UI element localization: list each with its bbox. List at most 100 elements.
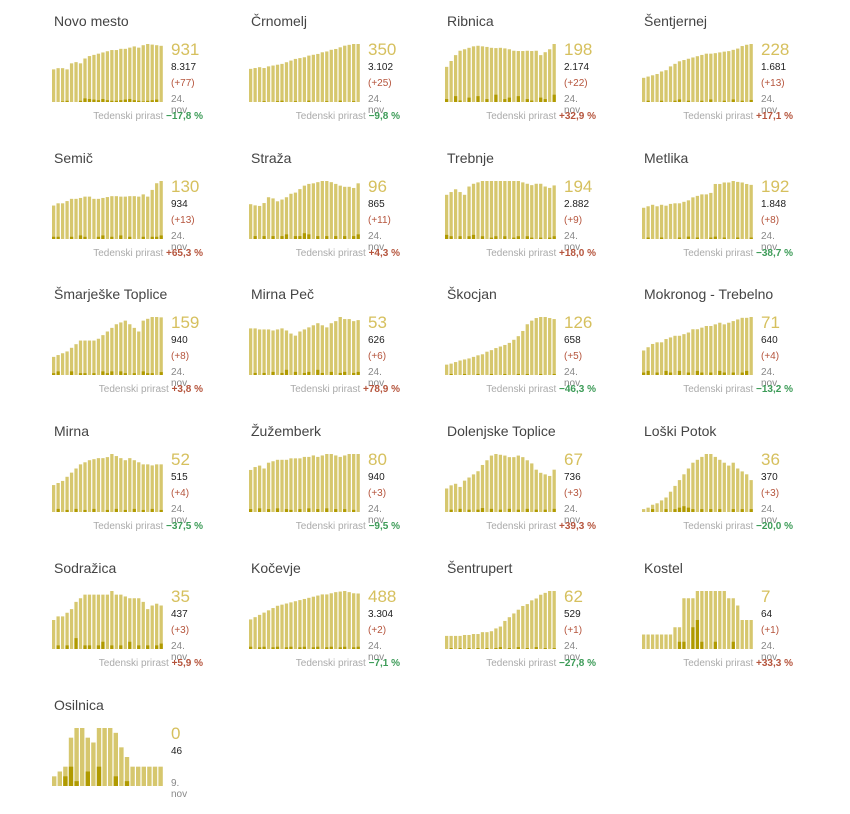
active-bar xyxy=(677,335,682,375)
active-cases-value: 35 xyxy=(171,587,190,606)
new-cases-bar xyxy=(307,100,311,102)
active-bar xyxy=(480,464,485,512)
active-bar xyxy=(700,456,704,512)
new-cases-bar xyxy=(65,645,69,649)
new-cases-bar xyxy=(713,236,717,239)
weekly-growth-row: Tedenski prirast +39,3 % xyxy=(393,521,596,532)
active-bar xyxy=(262,468,266,512)
new-cases-bar xyxy=(480,508,485,512)
new-cases-bar xyxy=(123,509,127,512)
new-cases-bar xyxy=(262,236,266,239)
weekly-growth-label: Tedenski prirast xyxy=(93,521,167,532)
new-cases-bar xyxy=(356,371,360,375)
active-bar xyxy=(110,196,114,239)
new-cases-bar xyxy=(275,101,280,102)
active-bar xyxy=(311,183,315,239)
new-cases-bar xyxy=(516,96,520,102)
municipality-card: Mirna 52 515 (+4) 24. nov Tedenski prirast −3… xyxy=(0,410,203,540)
active-bar xyxy=(141,45,145,102)
active-bar xyxy=(105,197,110,239)
active-bar xyxy=(257,329,262,375)
daily-delta-value: (+1) xyxy=(564,625,583,636)
new-cases-bar xyxy=(552,648,556,649)
active-bar xyxy=(271,330,275,375)
active-cases-value: 0 xyxy=(171,724,181,743)
new-cases-bar xyxy=(686,507,691,512)
weekly-growth-label: Tedenski prirast xyxy=(683,111,757,122)
new-cases-bar xyxy=(302,233,307,239)
active-bar xyxy=(325,594,329,649)
active-bar xyxy=(462,194,467,239)
active-bar xyxy=(78,197,83,239)
new-cases-bar xyxy=(476,509,480,512)
active-bar xyxy=(695,329,700,375)
new-cases-bar xyxy=(119,100,123,102)
active-bar xyxy=(512,339,516,375)
active-bar xyxy=(646,206,650,239)
active-bar xyxy=(347,44,351,102)
active-bar xyxy=(158,766,163,786)
active-bar xyxy=(642,509,646,512)
active-bar xyxy=(302,329,307,375)
active-bar xyxy=(476,634,480,649)
active-bar xyxy=(498,626,503,649)
new-cases-bar xyxy=(137,645,141,649)
weekly-growth-label: Tedenski prirast xyxy=(295,111,369,122)
active-bar xyxy=(101,335,105,375)
active-bar xyxy=(458,635,462,649)
new-cases-bar xyxy=(56,508,60,512)
active-bar xyxy=(280,199,284,239)
active-bar xyxy=(552,469,556,512)
new-cases-bar xyxy=(498,509,503,512)
bar-chart xyxy=(52,591,163,649)
weekly-growth-row: Tedenski prirast +33,3 % xyxy=(590,658,793,669)
new-cases-bar xyxy=(686,100,691,102)
active-bar xyxy=(646,76,650,102)
active-bar xyxy=(686,200,691,239)
active-bar xyxy=(727,465,731,512)
new-cases-bar xyxy=(146,645,150,649)
new-cases-bar xyxy=(150,508,154,512)
active-bar xyxy=(673,63,677,102)
date-label: 24. nov xyxy=(171,504,188,526)
active-bar xyxy=(78,63,83,102)
active-bar xyxy=(668,634,673,649)
weekly-growth-value: +32,9 % xyxy=(559,111,596,122)
new-cases-bar xyxy=(740,509,744,512)
active-bar xyxy=(155,45,159,102)
active-bar xyxy=(347,319,351,375)
new-cases-bar xyxy=(686,236,691,239)
new-cases-bar xyxy=(141,371,145,375)
bar-chart xyxy=(642,181,753,239)
bar-chart xyxy=(249,44,360,102)
active-bar xyxy=(105,457,110,512)
bar-chart xyxy=(642,44,753,102)
active-bar xyxy=(539,55,543,102)
new-cases-bar xyxy=(78,235,83,239)
active-bar xyxy=(449,363,453,375)
new-cases-bar xyxy=(445,99,449,102)
total-cases-value: 3.102 xyxy=(368,62,394,73)
new-cases-bar xyxy=(289,509,293,512)
active-bar xyxy=(123,460,127,512)
active-bar xyxy=(87,460,92,512)
active-bar xyxy=(704,53,708,102)
new-cases-bar xyxy=(150,236,154,239)
active-bar xyxy=(155,183,159,239)
active-bar xyxy=(114,594,118,649)
new-cases-bar xyxy=(749,237,753,239)
active-bar xyxy=(92,54,96,102)
active-bar xyxy=(691,598,695,649)
date-label: 24. nov xyxy=(171,367,188,389)
new-cases-bar xyxy=(745,370,749,375)
active-bar xyxy=(449,60,453,102)
active-bar xyxy=(284,197,289,239)
active-bar xyxy=(141,320,145,375)
active-bar xyxy=(498,346,503,375)
new-cases-bar xyxy=(74,508,78,512)
active-bar xyxy=(449,485,453,512)
new-cases-bar xyxy=(105,100,110,102)
new-cases-bar xyxy=(352,372,356,375)
bar-chart xyxy=(445,181,556,239)
municipality-title: Semič xyxy=(54,150,93,166)
